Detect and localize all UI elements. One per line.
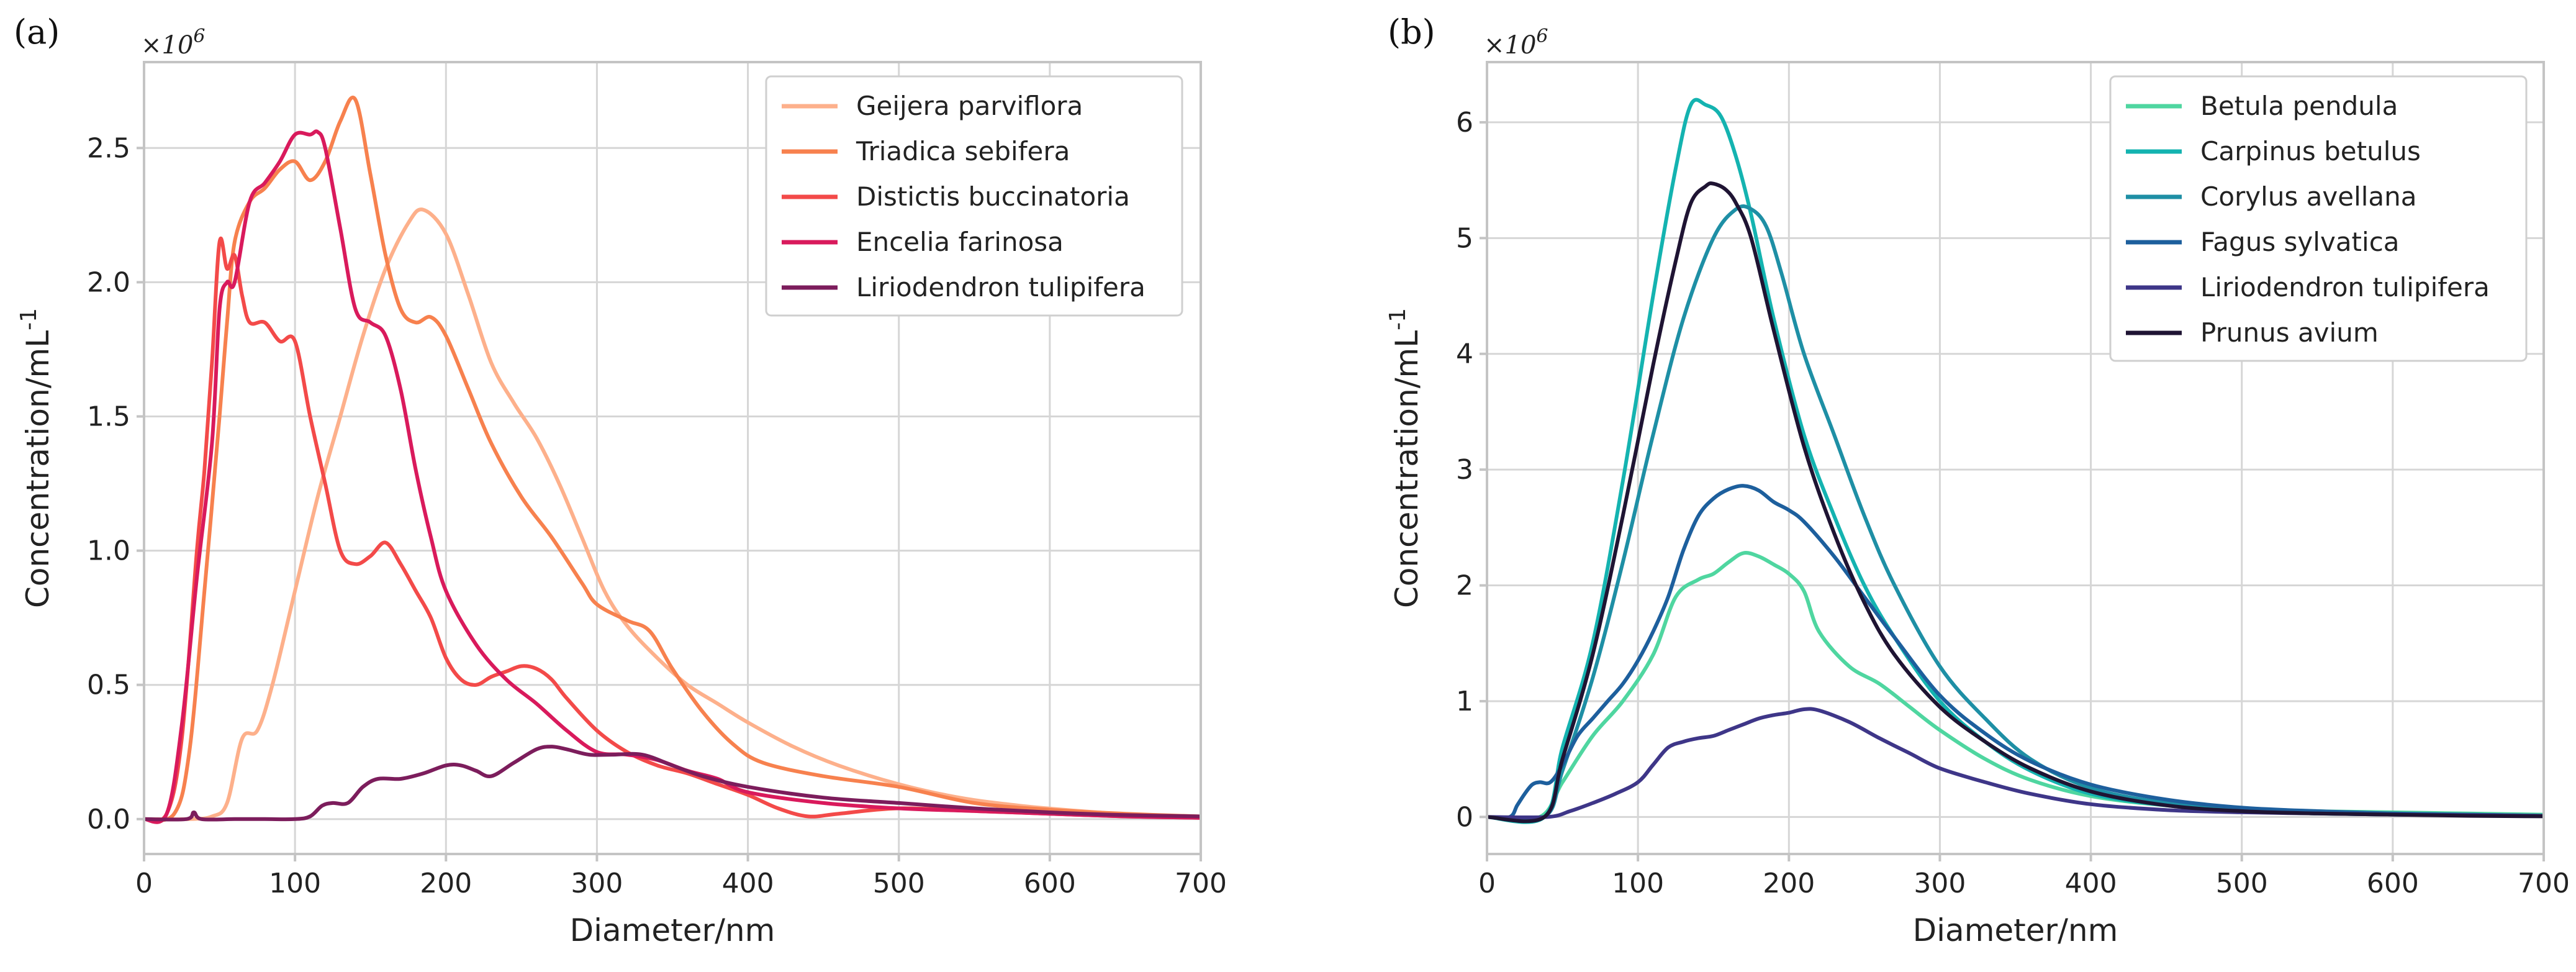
y-tick-label: 2.5 <box>87 132 130 164</box>
x-tick-label: 500 <box>873 868 925 899</box>
plot-frame <box>1486 61 2545 855</box>
y-multiplier: ×106 <box>1484 25 1548 60</box>
y-multiplier-base: ×10 <box>141 31 193 60</box>
x-tick-label: 700 <box>2518 868 2570 899</box>
panel-label: (b) <box>1388 12 1435 52</box>
y-tick-label: 3 <box>1456 454 1473 486</box>
y-tick-label: 6 <box>1456 107 1473 139</box>
x-tick-label: 100 <box>269 868 321 899</box>
y-tick-label: 2.0 <box>87 266 130 298</box>
series-line-encelia-farinosa <box>144 129 1201 824</box>
series-group <box>1487 98 2544 824</box>
series-line-prunus-avium <box>1487 181 2544 824</box>
legend-box <box>765 75 1183 317</box>
y-tick-label: 1.0 <box>87 535 130 567</box>
x-axis-label: Diameter/nm <box>570 912 775 948</box>
legend-entry-label: Carpinus betulus <box>2200 136 2421 166</box>
x-tick-label: 500 <box>2216 868 2268 899</box>
series-line-fagus-sylvatica <box>1487 484 2544 820</box>
y-tick-label: 2 <box>1456 570 1473 602</box>
series-line-distictis-buccinatoria <box>144 237 1201 824</box>
legend-entry-label: Liriodendron tulipifera <box>2200 272 2490 302</box>
legend: Betula pendula Carpinus betulus Corylus av… <box>2109 75 2528 362</box>
x-tick-label: 300 <box>571 868 623 899</box>
y-tick-label: 1 <box>1456 686 1473 717</box>
legend-entry-label: Triadica sebifera <box>856 136 1070 166</box>
y-tick-label: 0.5 <box>87 670 130 701</box>
y-axis-label-base: Concentration/mL <box>1389 330 1425 608</box>
series-line-geijera-parviflora <box>144 207 1201 822</box>
panel-a: (a) 0 100 200 300 400 500 600 700 0.0 0.5 1.0 1.5 2.0… <box>14 12 1227 948</box>
legend-entry-label: Corylus avellana <box>2200 181 2417 212</box>
y-tick-label: 5 <box>1456 222 1473 254</box>
legend: Geijera parviflora Triadica sebifera Disti… <box>765 75 1183 317</box>
legend-box <box>2109 75 2528 362</box>
series-line-triadica-sebifera <box>144 96 1201 822</box>
legend-entry-label: Prunus avium <box>2200 317 2379 348</box>
series-group <box>144 96 1201 824</box>
legend-entry-label: Geijera parviflora <box>856 91 1083 121</box>
x-tick-label: 0 <box>1478 868 1496 899</box>
y-multiplier: ×106 <box>141 25 206 60</box>
y-axis-label-exponent: -1 <box>16 308 42 330</box>
y-multiplier-exponent: 6 <box>1536 25 1548 47</box>
x-tick-label: 700 <box>1175 868 1227 899</box>
x-tick-label: 100 <box>1612 868 1664 899</box>
x-tick-label: 0 <box>135 868 153 899</box>
x-tick-label: 200 <box>1763 868 1815 899</box>
legend-entry-label: Betula pendula <box>2200 91 2398 121</box>
legend-entry-label: Encelia farinosa <box>856 227 1064 257</box>
series-line-liriodendron-tulipifera <box>144 745 1201 822</box>
y-tick-label: 1.5 <box>87 401 130 433</box>
plot-frame <box>143 61 1202 855</box>
y-axis-label: Concentration/mL-1 <box>16 308 56 608</box>
x-tick-label: 200 <box>420 868 472 899</box>
y-axis-label-base: Concentration/mL <box>20 330 56 608</box>
y-multiplier-base: ×10 <box>1484 31 1536 60</box>
panel-label: (a) <box>14 12 60 52</box>
legend-entry-label: Fagus sylvatica <box>2200 227 2400 257</box>
legend-entry-label: Distictis buccinatoria <box>856 181 1130 212</box>
series-line-betula-pendula <box>1487 551 2544 822</box>
panel-b: (b)0 100 200 300 400 500 600 7000123456×106Diam… <box>1385 12 2570 948</box>
legend-entry-label: Liriodendron tulipifera <box>856 272 1146 302</box>
x-tick-label: 600 <box>1024 868 1076 899</box>
x-tick-label: 300 <box>1914 868 1966 899</box>
y-tick-label: 0.0 <box>87 804 130 835</box>
x-tick-label: 400 <box>722 868 774 899</box>
y-tick-label: 0 <box>1456 801 1473 833</box>
y-multiplier-exponent: 6 <box>193 25 205 47</box>
x-axis-label: Diameter/nm <box>1913 912 2118 948</box>
y-axis-label-exponent: -1 <box>1385 308 1411 330</box>
x-tick-label: 400 <box>2065 868 2117 899</box>
y-tick-label: 4 <box>1456 338 1473 370</box>
x-tick-label: 600 <box>2367 868 2419 899</box>
y-axis-label: Concentration/mL-1 <box>1385 308 1425 608</box>
